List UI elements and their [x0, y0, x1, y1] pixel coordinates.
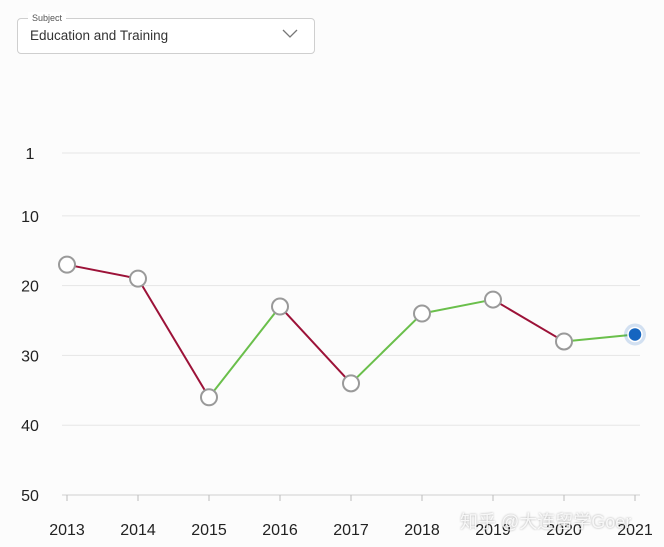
data-point[interactable] [271, 297, 289, 316]
data-point[interactable] [58, 255, 76, 274]
chevron-down-icon[interactable] [282, 29, 298, 39]
data-point[interactable] [484, 290, 502, 309]
data-point[interactable] [129, 269, 147, 288]
subject-select[interactable]: Subject Education and Training [17, 12, 315, 54]
line-segment-falling [66, 263, 139, 280]
y-tick-label: 1 [26, 146, 35, 163]
x-tick-label: 2013 [49, 522, 85, 539]
data-point-current[interactable] [627, 326, 643, 343]
x-tick-label: 2016 [262, 522, 298, 539]
line-segment-rising [350, 312, 423, 385]
x-tick-label: 2019 [475, 522, 511, 539]
y-tick-label: 50 [21, 488, 39, 505]
x-tick-label: 2020 [546, 522, 582, 539]
line-segment-falling [279, 305, 352, 385]
data-point[interactable] [200, 388, 218, 407]
y-tick-label: 30 [21, 348, 39, 365]
subject-label: Subject [28, 12, 67, 24]
line-segment-rising [563, 333, 636, 343]
x-tick-label: 2018 [404, 522, 440, 539]
data-point[interactable] [555, 332, 573, 351]
x-tick-label: 2021 [617, 522, 653, 539]
y-tick-label: 20 [21, 279, 39, 296]
subject-value: Education and Training [30, 28, 169, 43]
x-tick-label: 2015 [191, 522, 227, 539]
line-segment-rising [421, 298, 494, 315]
y-tick-label: 10 [21, 209, 39, 226]
line-segment-falling [492, 298, 565, 343]
line-segment-falling [137, 278, 210, 398]
line-segment-rising [208, 305, 281, 398]
x-tick-label: 2017 [333, 522, 369, 539]
data-point[interactable] [342, 374, 360, 393]
watermark-text: 知乎 @大连留学Goer [460, 512, 632, 532]
y-tick-label: 40 [21, 418, 39, 435]
data-point[interactable] [413, 304, 431, 323]
x-tick-label: 2014 [120, 522, 156, 539]
